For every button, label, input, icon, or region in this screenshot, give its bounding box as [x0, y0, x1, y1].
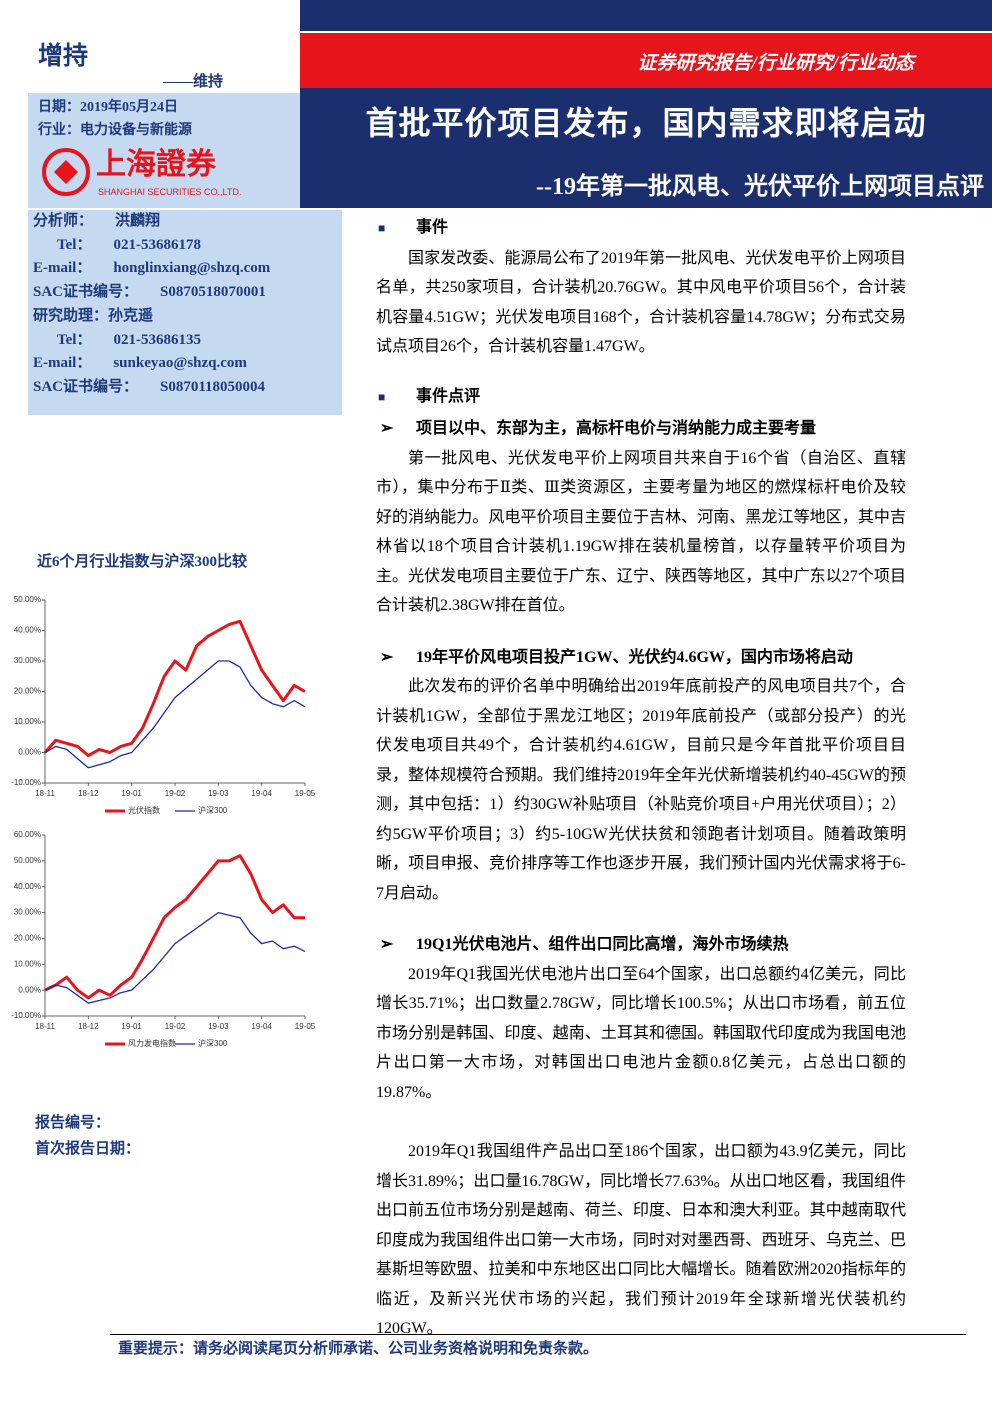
paragraph: 第一批风电、光伏发电平价上网项目共来自于16个省（自治区、直辖市），集中分布于Ⅱ… [376, 449, 906, 615]
x-tick-label: 19-01 [121, 789, 142, 798]
logo-name: 上海證券 [96, 147, 217, 181]
y-tick-label: 0.00% [18, 985, 41, 994]
industry: 行业：电力设备与新能源 [38, 123, 192, 138]
report-subtitle: --19年第一批风电、光伏平价上网项目点评 [536, 174, 984, 200]
legend-label: 光伏指数 [128, 805, 160, 815]
x-tick-label: 19-02 [165, 789, 186, 798]
analyst-label: Tel： [57, 236, 92, 253]
analyst-label: E-mail： [33, 260, 92, 277]
header-red-band [300, 33, 992, 88]
y-tick-label: 20.00% [14, 934, 41, 943]
series-line [43, 619, 306, 758]
charts: -10.00% 0.00% 10.00% 20.00% 30.00% 40.00% 50.0… [11, 595, 316, 1048]
analyst-value: 021-53686135 [113, 331, 201, 348]
legend-label: 沪深300 [198, 1038, 228, 1048]
legend-label: 风力发电指数 [128, 1038, 176, 1048]
subsection-heading: 19年平价风电项目投产1GW、光伏约4.6GW，国内市场将启动 [376, 643, 906, 673]
analyst-row: 研究助理：孙克遥 [33, 305, 270, 329]
analyst-row: Tel： 021-53686178 [33, 234, 270, 258]
report-date: 日期：2019年05月24日 [38, 100, 178, 115]
subsection-heading: 项目以中、东部为主，高标杆电价与消纳能力成主要考量 [376, 414, 906, 444]
x-tick-label: 19-02 [165, 1022, 186, 1031]
report-title: 首批平价项目发布，国内需求即将启动 [365, 105, 927, 141]
x-tick-label: 18-11 [35, 1022, 55, 1031]
paragraph: 国家发改委、能源局公布了2019年第一批风电、光伏发电平价上网项目名单，共250… [376, 249, 906, 356]
analyst-list: 分析师： 洪麟翔 Tel： 021-53686178 E-mail： honglinxia… [33, 210, 270, 400]
analyst-row: E-mail： sunkeyao@shzq.com [33, 352, 270, 376]
meta-label: 首次报告日期： [35, 1141, 141, 1157]
y-tick-label: 10.00% [14, 959, 41, 968]
analyst-value: 021-53686178 [113, 236, 201, 253]
logo-emblem [42, 148, 90, 196]
x-tick-label: 18-12 [78, 789, 99, 798]
x-tick-label: 19-05 [295, 789, 316, 798]
y-tick-label: 30.00% [14, 908, 41, 917]
section-heading: 事件点评 [376, 382, 906, 413]
analyst-label: 研究助理：孙克遥 [33, 307, 154, 324]
analyst-label: SAC证书编号： [33, 284, 139, 301]
logo-emblem-inner [54, 160, 78, 184]
analyst-value: S0870118050004 [160, 378, 266, 395]
analyst-value: 洪麟翔 [115, 213, 161, 229]
analyst-label: SAC证书编号： [33, 378, 139, 395]
meta-label: 报告编号： [35, 1115, 111, 1131]
analyst-row: SAC证书编号： S0870118050004 [33, 376, 270, 400]
paragraph: 此次发布的评价名单中明确给出2019年底前投产的风电项目共7个，合计装机1GW，… [376, 678, 906, 902]
x-tick-label: 18-12 [78, 1022, 99, 1031]
x-tick-label: 18-11 [35, 789, 55, 798]
legend-label: 沪深300 [198, 805, 228, 815]
y-tick-label: 40.00% [14, 626, 41, 635]
header-band [300, 0, 992, 31]
charts-title: 近6个月行业指数与沪深300比较 [37, 554, 248, 570]
series-line [44, 660, 306, 769]
y-tick-label: 60.00% [14, 830, 41, 839]
y-tick-label: 0.00% [18, 748, 41, 757]
series-line [44, 911, 306, 1004]
paragraph: 2019年Q1我国组件产品出口至186个国家，出口额为43.9亿美元，同比增长3… [376, 1143, 906, 1337]
report-type: 证券研究报告/行业研究/行业动态 [637, 53, 914, 74]
section-heading: 事件 [376, 213, 906, 244]
x-tick-label: 19-04 [251, 1022, 272, 1031]
x-tick-label: 19-01 [121, 1022, 142, 1031]
previous-rating: ——维持 [163, 74, 224, 90]
analyst-label: Tel： [57, 331, 92, 348]
logo-english: SHANGHAI SECURITIES CO.,LTD. [98, 187, 241, 197]
logo: 上海證券 SHANGHAI SECURITIES CO.,LTD. [42, 147, 241, 197]
y-tick-label: -10.00% [11, 778, 41, 787]
y-tick-label: -10.00% [11, 1011, 41, 1020]
analyst-label: 分析师： [33, 213, 94, 229]
analyst-row: E-mail： honglinxiang@shzq.com [33, 257, 270, 281]
analyst-row: Tel： 021-53686135 [33, 329, 270, 353]
analyst-box [28, 210, 342, 415]
y-tick-label: 40.00% [14, 882, 41, 891]
series-line [44, 854, 305, 1000]
subsection-heading: 19Q1光伏电池片、组件出口同比高增，海外市场续热 [376, 930, 906, 960]
y-tick-label: 50.00% [14, 856, 41, 865]
y-tick-label: 20.00% [14, 687, 41, 696]
footer-rule [110, 1334, 966, 1335]
title-band [300, 88, 992, 208]
analyst-value: honglinxiang@shzq.com [113, 260, 271, 277]
x-tick-label: 19-04 [251, 789, 272, 798]
analyst-row: 分析师： 洪麟翔 [33, 210, 270, 234]
y-tick-label: 10.00% [14, 717, 41, 726]
x-tick-label: 19-03 [208, 789, 229, 798]
x-tick-label: 19-05 [295, 1022, 316, 1031]
report-body: 事件国家发改委、能源局公布了2019年第一批风电、光伏发电平价上网项目名单，共2… [376, 213, 906, 1344]
analyst-value: S0870518070001 [160, 284, 266, 301]
footer-note: 重要提示：请务必阅读尾页分析师承诺、公司业务资格说明和免责条款。 [118, 1341, 599, 1357]
paragraph: 2019年Q1我国光伏电池片出口至64个国家，出口总额约4亿美元，同比增长35.… [376, 965, 906, 1101]
y-tick-label: 50.00% [14, 595, 41, 604]
x-tick-label: 19-03 [208, 1022, 229, 1031]
rating: 增持 [38, 43, 89, 70]
y-tick-label: 30.00% [14, 656, 41, 665]
analyst-value: sunkeyao@shzq.com [113, 355, 247, 372]
report-meta: 报告编号： 首次报告日期： [35, 1110, 140, 1162]
analyst-row: SAC证书编号： S0870518070001 [33, 281, 270, 305]
analyst-label: E-mail： [33, 355, 92, 372]
